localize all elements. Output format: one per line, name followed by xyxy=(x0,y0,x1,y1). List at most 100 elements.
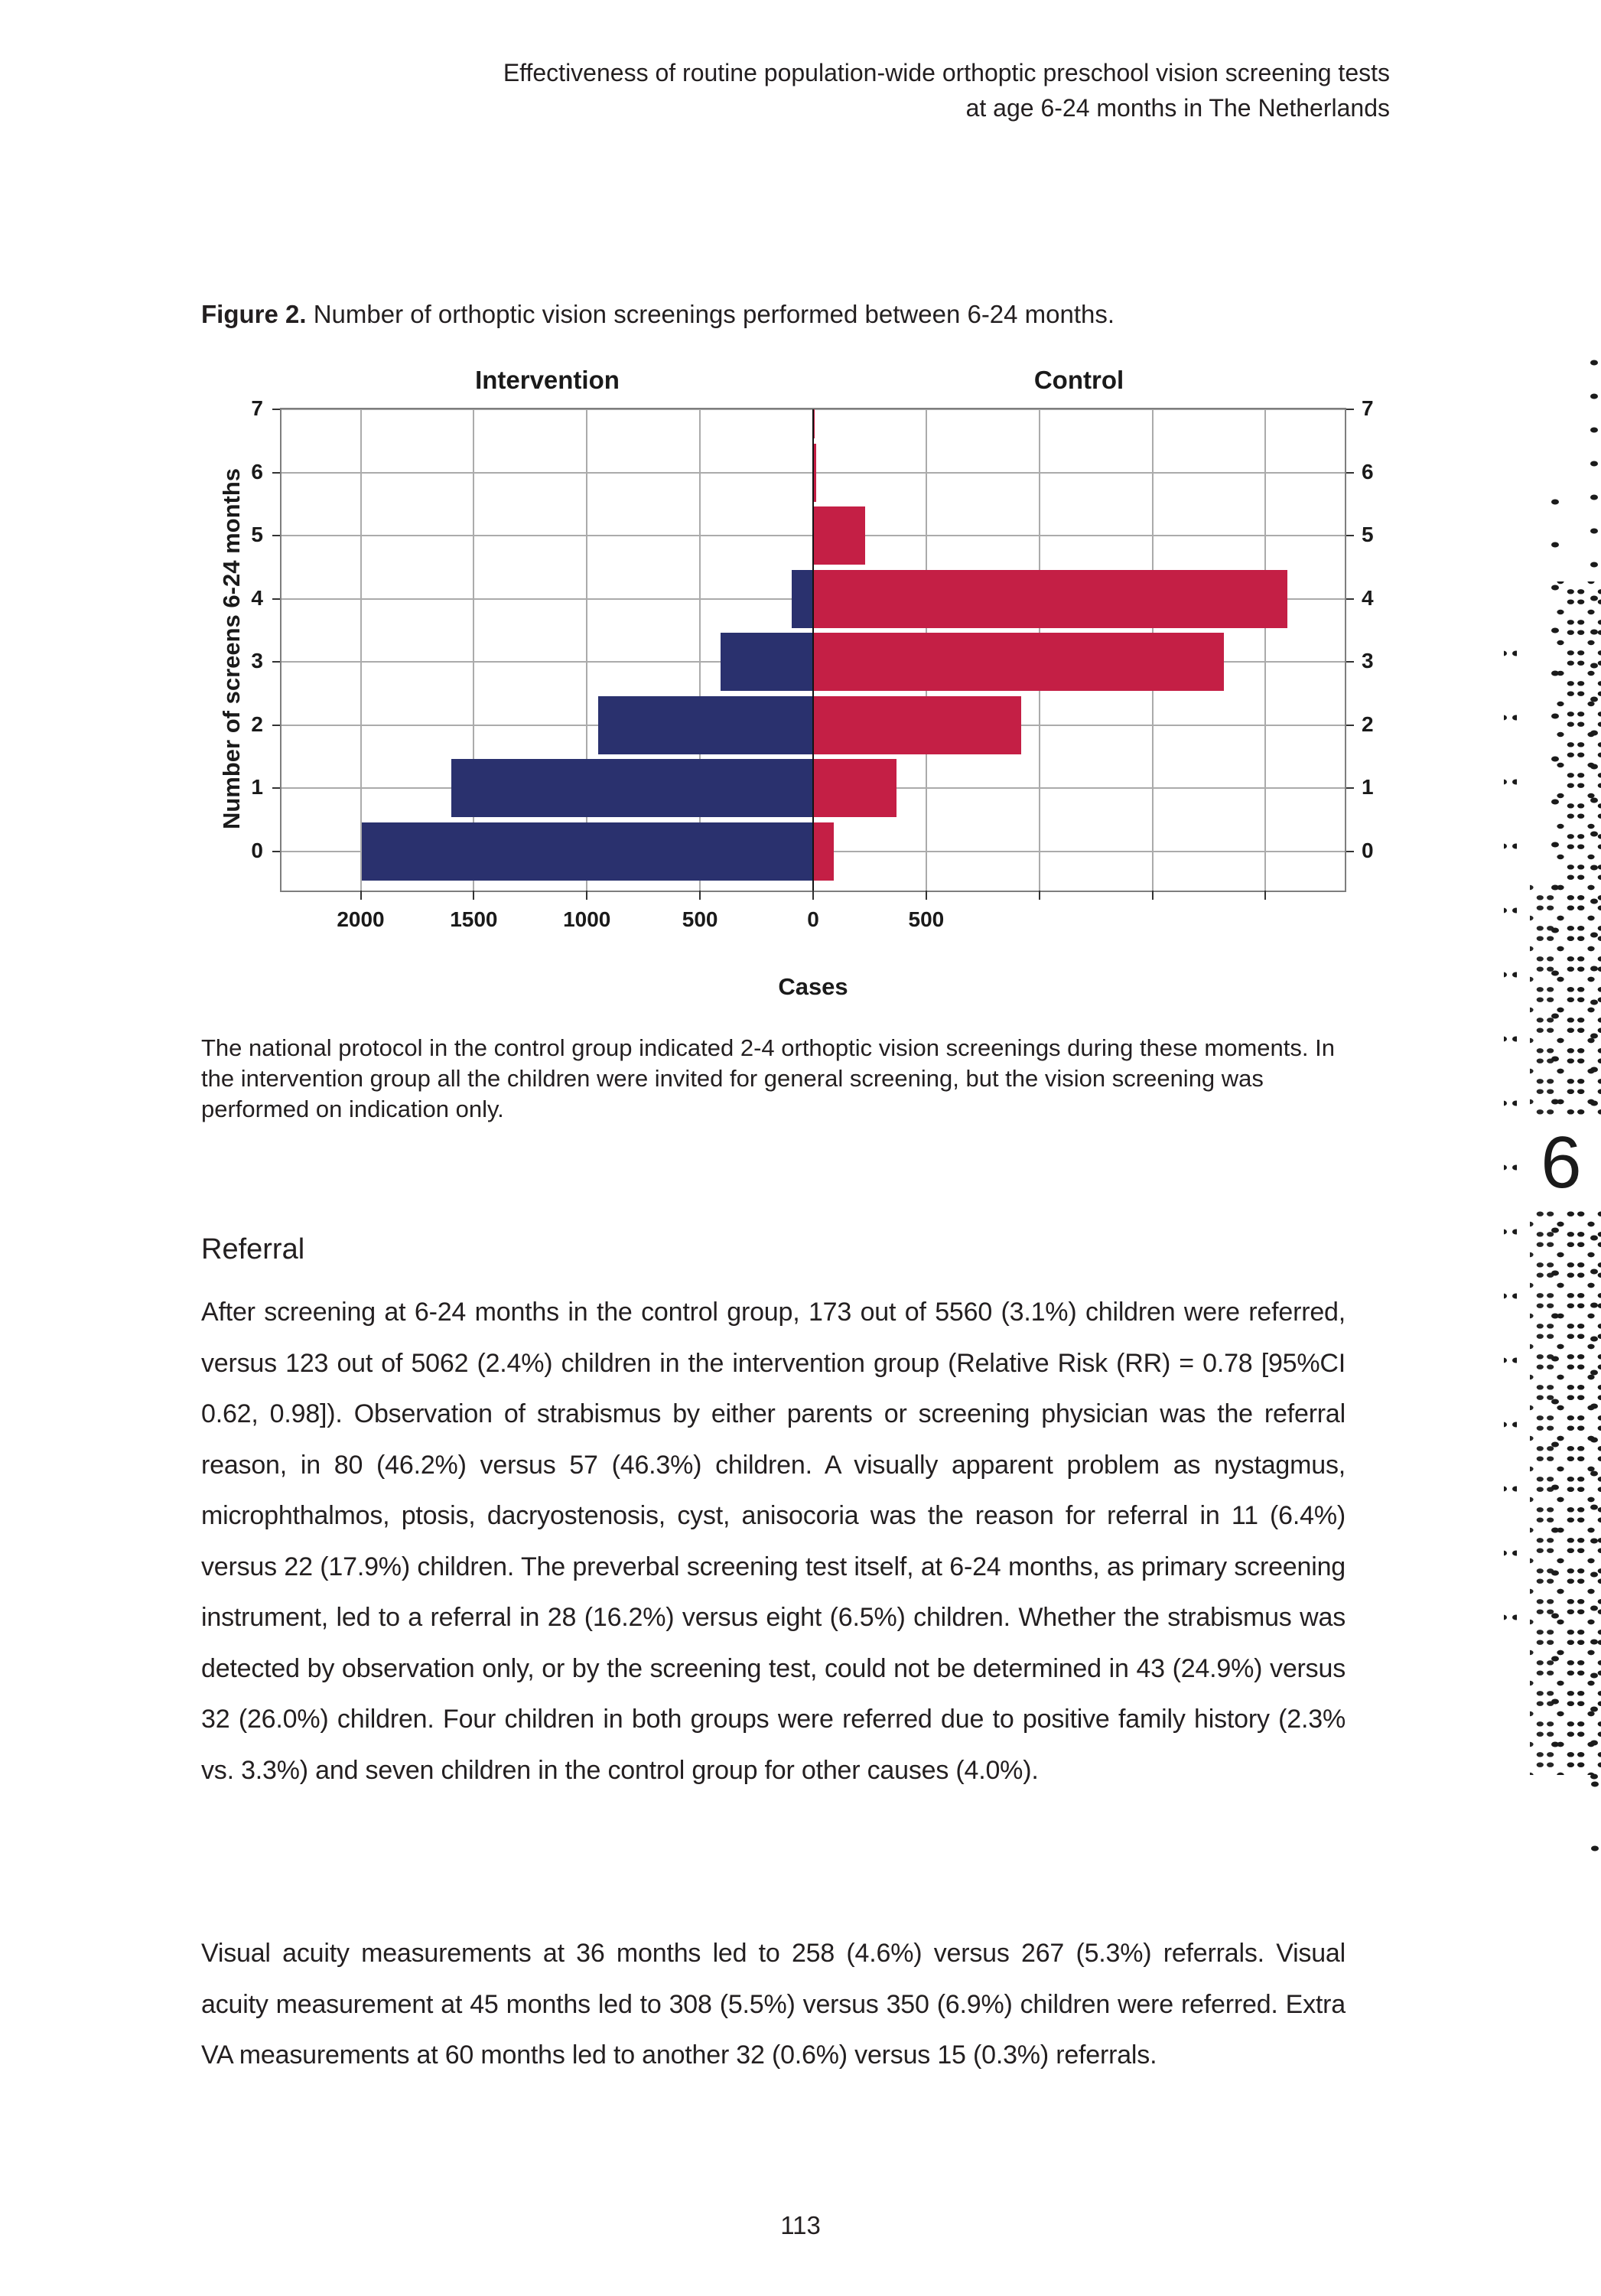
running-header-line2: at age 6-24 months in The Netherlands xyxy=(965,94,1390,122)
pattern-dot xyxy=(1591,1781,1599,1787)
x-tick xyxy=(1038,891,1040,900)
y-tick-left xyxy=(272,724,280,726)
referral-paragraph-2: Visual acuity measurements at 36 months … xyxy=(201,1939,1346,2070)
y-tick-right xyxy=(1346,535,1354,536)
y-tick-right xyxy=(1346,471,1354,474)
y-tick-right xyxy=(1346,409,1354,410)
chart-title-intervention: Intervention xyxy=(475,366,620,394)
pattern-left-column xyxy=(1504,643,1517,1660)
x-tick xyxy=(812,891,814,900)
x-tick xyxy=(925,891,927,900)
y-tick-label-right-2: 2 xyxy=(1362,712,1374,736)
h-gridline xyxy=(281,598,1345,600)
decorative-dot-pattern xyxy=(1504,337,1601,1851)
y-tick-right xyxy=(1346,724,1354,726)
bar-intervention-4 xyxy=(791,569,813,628)
y-tick-label-right-1: 1 xyxy=(1362,775,1374,799)
x-tick-label: 0 xyxy=(807,907,819,931)
h-gridline xyxy=(281,724,1345,726)
x-tick-label: 1500 xyxy=(450,907,498,931)
y-tick-left xyxy=(272,471,280,474)
v-gridline xyxy=(699,409,701,891)
y-tick-right xyxy=(1346,661,1354,663)
v-gridline xyxy=(1151,409,1154,891)
y-tick-label-left-3: 3 xyxy=(251,649,263,673)
bar-control-5 xyxy=(813,506,866,565)
pattern-mesh-band-wide xyxy=(1530,880,1601,1775)
y-tick-label-left-6: 6 xyxy=(251,459,263,484)
h-gridline xyxy=(281,850,1345,852)
h-gridline xyxy=(281,409,1345,410)
v-gridline xyxy=(1038,409,1040,891)
bar-control-6 xyxy=(813,443,817,502)
bar-intervention-2 xyxy=(598,695,813,754)
bar-intervention-3 xyxy=(720,633,813,691)
referral-paragraph-1: After screening at 6-24 months in the co… xyxy=(201,1298,1346,1785)
x-tick-label: 2000 xyxy=(337,907,385,931)
v-gridline xyxy=(360,409,362,891)
x-tick-label: 500 xyxy=(682,907,718,931)
page-number: 113 xyxy=(780,2211,821,2239)
x-tick xyxy=(586,891,588,900)
h-gridline xyxy=(281,661,1345,663)
running-header: Effectiveness of routine population-wide… xyxy=(153,55,1390,125)
y-tick-right xyxy=(1346,598,1354,600)
y-tick-label-right-6: 6 xyxy=(1362,459,1374,484)
y-tick-left xyxy=(272,598,280,600)
y-tick-label-left-4: 4 xyxy=(251,585,263,610)
h-gridline xyxy=(281,787,1345,789)
y-tick-label-right-4: 4 xyxy=(1362,585,1374,610)
h-gridline xyxy=(281,471,1345,474)
x-tick xyxy=(699,891,701,900)
bar-control-3 xyxy=(813,633,1224,691)
bar-control-2 xyxy=(813,695,1022,754)
bar-control-0 xyxy=(813,822,834,881)
figure-title: Figure 2. Number of orthoptic vision scr… xyxy=(201,300,1115,329)
axis-center-line xyxy=(812,409,814,891)
x-tick-label: 1000 xyxy=(563,907,611,931)
y-tick-label-right-0: 0 xyxy=(1362,838,1374,862)
bar-control-7 xyxy=(813,409,815,438)
x-tick xyxy=(1151,891,1154,900)
pattern-dot xyxy=(1591,1845,1599,1851)
y-tick-right xyxy=(1346,850,1354,852)
y-tick-left xyxy=(272,787,280,789)
section-heading-referral: Referral xyxy=(201,1233,305,1265)
chapter-number: 6 xyxy=(1521,1119,1601,1207)
figure-title-text: Number of orthoptic vision screenings pe… xyxy=(313,300,1115,328)
y-tick-right xyxy=(1346,787,1354,789)
bar-intervention-1 xyxy=(451,759,813,817)
x-tick xyxy=(1264,891,1267,900)
x-tick xyxy=(360,891,362,900)
axis-title-x: Cases xyxy=(778,973,848,1000)
y-tick-label-left-7: 7 xyxy=(251,396,263,420)
v-gridline xyxy=(473,409,475,891)
x-tick-label: 500 xyxy=(908,907,945,931)
y-tick-label-left-2: 2 xyxy=(251,712,263,736)
figure-caption: The national protocol in the control gro… xyxy=(201,1034,1335,1122)
y-tick-label-right-3: 3 xyxy=(1362,649,1374,673)
y-tick-left xyxy=(272,409,280,410)
v-gridline xyxy=(1264,409,1267,891)
y-tick-left xyxy=(272,850,280,852)
y-tick-label-left-0: 0 xyxy=(251,838,263,862)
y-tick-label-left-5: 5 xyxy=(251,523,263,546)
h-gridline xyxy=(281,535,1345,536)
axis-title-y: Number of screens 6-24 months xyxy=(218,467,245,830)
x-tick xyxy=(473,891,475,900)
y-tick-left xyxy=(272,535,280,536)
bar-control-1 xyxy=(813,759,897,817)
v-gridline xyxy=(925,409,927,891)
chart-title-control: Control xyxy=(1033,366,1124,394)
chart-frame xyxy=(280,408,1346,892)
running-header-line1: Effectiveness of routine population-wide… xyxy=(503,59,1390,86)
y-tick-left xyxy=(272,661,280,663)
bar-intervention-0 xyxy=(361,822,813,881)
bar-control-4 xyxy=(813,569,1287,628)
figure-label: Figure 2. xyxy=(201,300,307,328)
v-gridline xyxy=(586,409,588,891)
y-tick-label-right-5: 5 xyxy=(1362,523,1374,546)
y-tick-label-left-1: 1 xyxy=(251,775,263,799)
y-tick-label-right-7: 7 xyxy=(1362,396,1374,420)
